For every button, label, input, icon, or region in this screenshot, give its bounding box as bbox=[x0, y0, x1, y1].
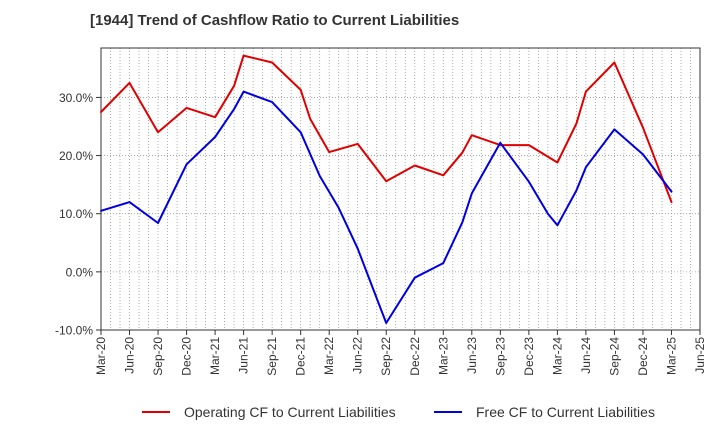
legend-label-free: Free CF to Current Liabilities bbox=[476, 404, 655, 420]
legend-swatch-free bbox=[434, 411, 462, 413]
x-tick-label: Sep-22 bbox=[379, 337, 393, 376]
x-tick-label: Dec-23 bbox=[522, 337, 536, 376]
x-tick-label: Mar-21 bbox=[208, 337, 222, 375]
legend: Operating CF to Current Liabilities Free… bbox=[0, 404, 720, 428]
axes bbox=[96, 47, 701, 335]
x-tick-label: Sep-23 bbox=[493, 337, 507, 376]
chart-title: [1944] Trend of Cashflow Ratio to Curren… bbox=[90, 12, 460, 29]
legend-swatch-operating bbox=[142, 411, 170, 413]
x-tick-labels: Mar-20 Jun-20 Sep-20 Dec-20 Mar-21 Jun-21 Sep-… bbox=[94, 337, 707, 376]
x-tick-label: Sep-24 bbox=[607, 337, 621, 376]
x-tick-label: Jun-21 bbox=[237, 337, 251, 374]
legend-item-free: Free CF to Current Liabilities bbox=[434, 404, 655, 420]
y-tick-labels: -10.0% 0.0% 10.0% 20.0% 30.0% bbox=[55, 91, 93, 338]
x-tick-label: Mar-22 bbox=[322, 337, 336, 375]
x-tick-label: Jun-22 bbox=[351, 337, 365, 374]
series-lines bbox=[100, 54, 673, 324]
y-tick-label: 30.0% bbox=[59, 91, 93, 105]
x-tick-label: Sep-21 bbox=[265, 337, 279, 376]
x-tick-label: Jun-24 bbox=[579, 337, 593, 374]
y-tick-label: 20.0% bbox=[59, 149, 93, 163]
x-tick-label: Jun-20 bbox=[123, 337, 137, 374]
grid-lines bbox=[100, 48, 701, 331]
series-line-free bbox=[100, 90, 673, 324]
y-tick-label: 10.0% bbox=[59, 207, 93, 221]
plot-frame bbox=[100, 47, 701, 331]
y-tick-label: -10.0% bbox=[55, 324, 93, 338]
x-tick-label: Mar-24 bbox=[550, 337, 564, 375]
x-tick-label: Dec-22 bbox=[408, 337, 422, 376]
legend-item-operating: Operating CF to Current Liabilities bbox=[142, 404, 396, 420]
x-tick-label: Jun-25 bbox=[693, 337, 707, 374]
x-tick-label: Mar-25 bbox=[664, 337, 678, 375]
x-tick-label: Jun-23 bbox=[465, 337, 479, 374]
x-tick-label: Mar-23 bbox=[436, 337, 450, 375]
x-tick-label: Mar-20 bbox=[94, 337, 108, 375]
x-tick-label: Dec-21 bbox=[294, 337, 308, 376]
x-tick-label: Dec-24 bbox=[636, 337, 650, 376]
y-tick-label: 0.0% bbox=[66, 265, 94, 279]
series-line-operating bbox=[100, 54, 673, 204]
x-tick-label: Sep-20 bbox=[151, 337, 165, 376]
legend-label-operating: Operating CF to Current Liabilities bbox=[184, 404, 396, 420]
x-tick-label: Dec-20 bbox=[180, 337, 194, 376]
